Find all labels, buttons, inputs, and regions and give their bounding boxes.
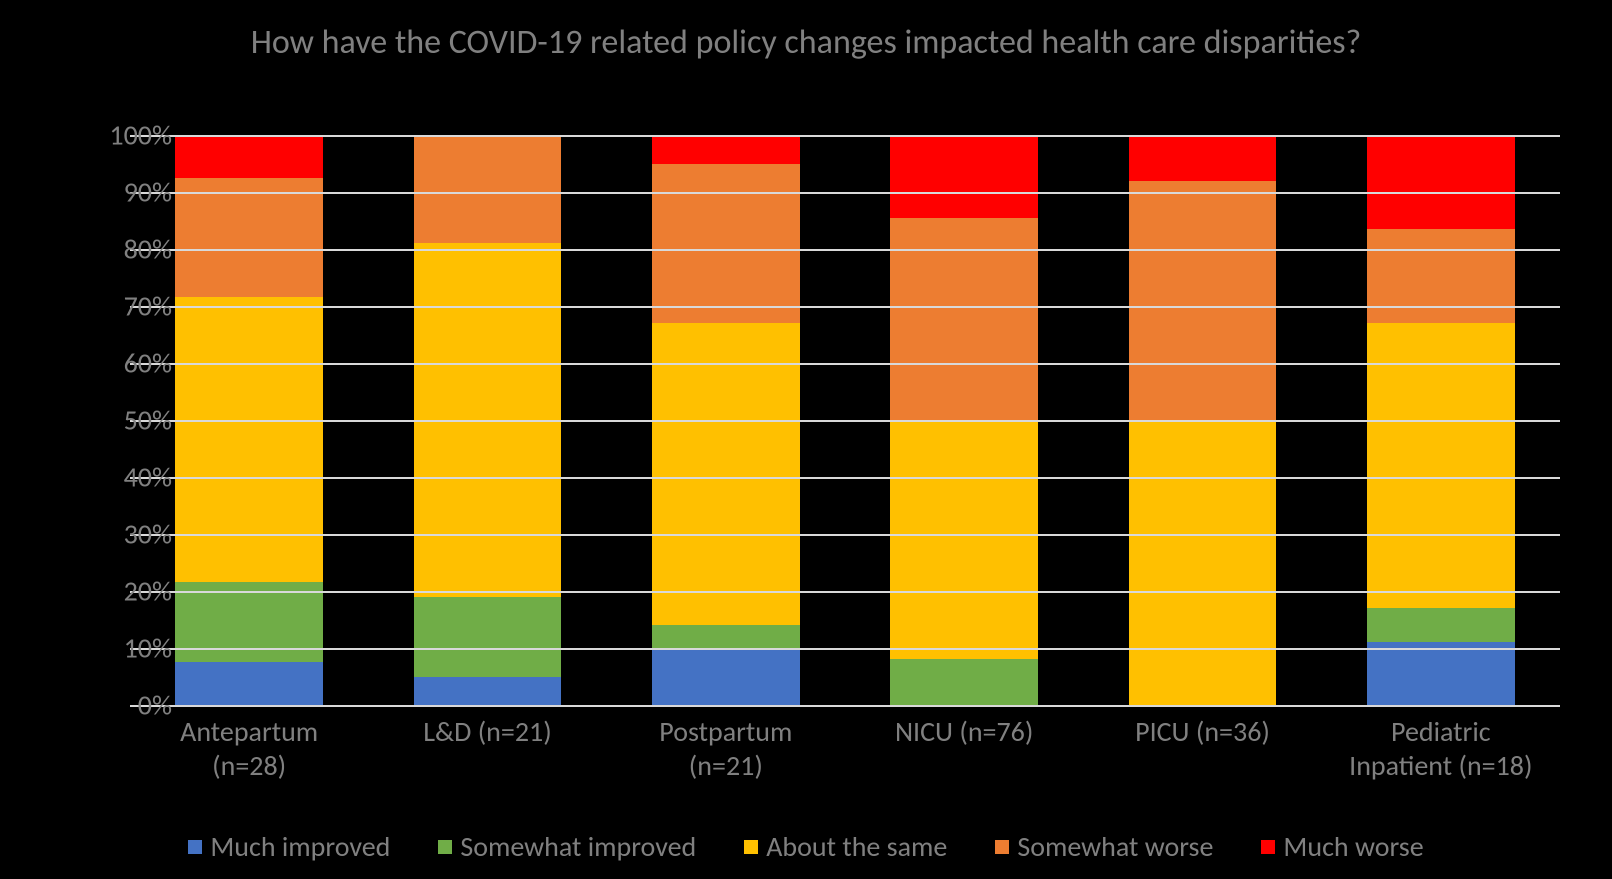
bar-segment	[652, 625, 800, 648]
legend-swatch	[438, 840, 452, 854]
chart-title: How have the COVID-19 related policy cha…	[0, 20, 1612, 66]
legend-swatch	[188, 840, 202, 854]
gridline	[130, 306, 1560, 308]
legend-label: Somewhat improved	[460, 829, 696, 864]
bar-segment	[414, 597, 562, 677]
y-axis-tick-label: 100%	[102, 118, 172, 153]
gridline	[130, 477, 1560, 479]
bar-segment	[175, 582, 323, 662]
bar-segment	[1367, 323, 1515, 608]
x-axis-category-label: PediatricInpatient (n=18)	[1322, 715, 1560, 782]
bar-segment	[414, 135, 562, 243]
gridline	[130, 591, 1560, 593]
bar-segment	[175, 297, 323, 582]
legend-label: About the same	[766, 829, 947, 864]
bar-segment	[1129, 181, 1277, 420]
legend-swatch	[1261, 840, 1275, 854]
gridline	[130, 363, 1560, 365]
gridline	[130, 192, 1560, 194]
bar-segment	[890, 420, 1038, 659]
legend: Much improved Somewhat improved About the …	[0, 829, 1612, 864]
bar-segment	[652, 164, 800, 324]
bar-segment	[1367, 229, 1515, 323]
y-axis-tick-label: 90%	[102, 175, 172, 210]
bar-segment	[1129, 135, 1277, 181]
gridline	[130, 420, 1560, 422]
gridline	[130, 135, 1560, 137]
y-axis-tick-label: 50%	[102, 403, 172, 438]
bar-segment	[890, 135, 1038, 218]
y-axis-tick-label: 40%	[102, 460, 172, 495]
x-axis-category-label: L&D (n=21)	[368, 715, 606, 749]
x-axis-category-label: Antepartum(n=28)	[130, 715, 368, 782]
bar-segment	[1129, 420, 1277, 705]
chart-container: How have the COVID-19 related policy cha…	[0, 0, 1612, 879]
y-axis-tick-label: 10%	[102, 631, 172, 666]
bar-segment	[175, 178, 323, 298]
bar-segment	[175, 135, 323, 178]
legend-label: Somewhat worse	[1017, 829, 1213, 864]
legend-label: Much worse	[1283, 829, 1423, 864]
legend-item: Somewhat improved	[438, 829, 696, 864]
legend-label: Much improved	[210, 829, 390, 864]
bar-segment	[1367, 642, 1515, 705]
gridline	[130, 648, 1560, 650]
x-axis-category-label: PICU (n=36)	[1083, 715, 1321, 749]
bar-segment	[652, 135, 800, 164]
x-axis-category-label: Postpartum(n=21)	[607, 715, 845, 782]
bar-segment	[1367, 608, 1515, 642]
legend-item: Much improved	[188, 829, 390, 864]
legend-item: Somewhat worse	[995, 829, 1213, 864]
gridline	[130, 534, 1560, 536]
legend-swatch	[744, 840, 758, 854]
bar-segment	[1367, 135, 1515, 229]
gridline	[130, 705, 1560, 707]
bar-segment	[652, 323, 800, 625]
legend-swatch	[995, 840, 1009, 854]
gridline	[130, 249, 1560, 251]
y-axis-tick-label: 20%	[102, 574, 172, 609]
legend-item: Much worse	[1261, 829, 1423, 864]
y-axis-tick-label: 70%	[102, 289, 172, 324]
y-axis-tick-label: 30%	[102, 517, 172, 552]
bar-segment	[175, 662, 323, 705]
bar-segment	[652, 648, 800, 705]
legend-item: About the same	[744, 829, 947, 864]
bar-segment	[890, 659, 1038, 705]
y-axis-tick-label: 80%	[102, 232, 172, 267]
y-axis-tick-label: 0%	[102, 688, 172, 723]
bar-segment	[414, 677, 562, 706]
y-axis-tick-label: 60%	[102, 346, 172, 381]
x-axis-category-label: NICU (n=76)	[845, 715, 1083, 749]
